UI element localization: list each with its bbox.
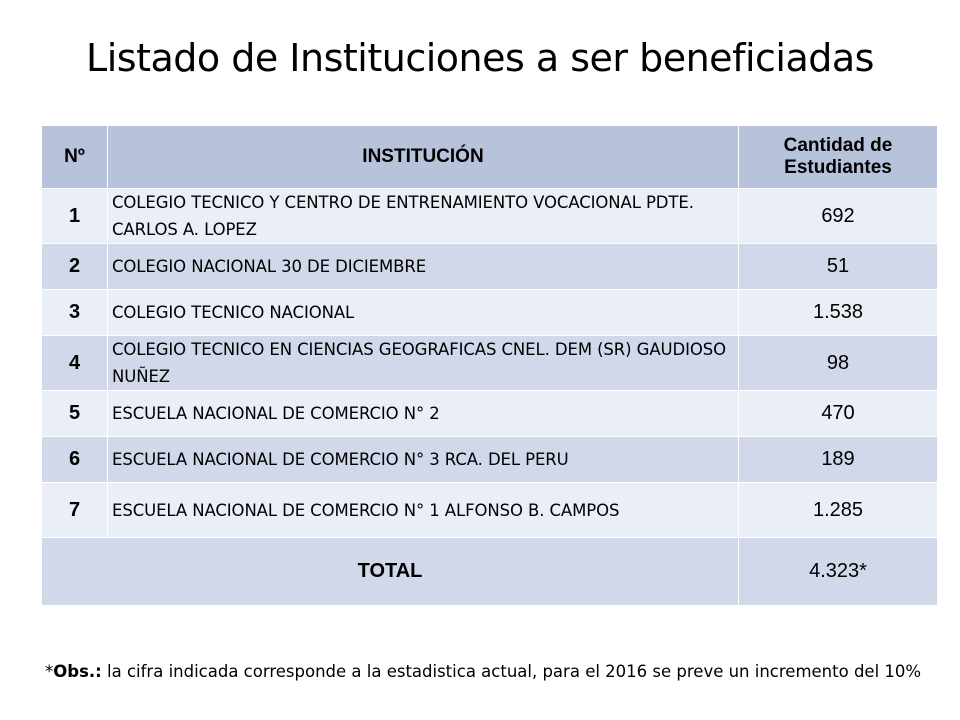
footnote-label: Obs.:	[53, 662, 102, 681]
institution-name: ESCUELA NACIONAL DE COMERCIO N° 1 ALFONS…	[107, 482, 739, 538]
student-count: 1.538	[738, 289, 938, 336]
slide-title: Listado de Instituciones a ser beneficia…	[86, 36, 874, 80]
institution-name: COLEGIO TECNICO Y CENTRO DE ENTRENAMIENT…	[107, 188, 739, 244]
total-label: TOTAL	[41, 537, 739, 606]
institution-name: COLEGIO TECNICO EN CIENCIAS GEOGRAFICAS …	[107, 335, 739, 391]
student-count: 470	[738, 390, 938, 437]
table-row: 1 COLEGIO TECNICO Y CENTRO DE ENTRENAMIE…	[41, 188, 938, 244]
footnote-text: la cifra indicada corresponde a la estad…	[101, 662, 922, 681]
table-row: 6 ESCUELA NACIONAL DE COMERCIO N° 3 RCA.…	[41, 436, 938, 483]
header-student-count-line2: Estudiantes	[784, 157, 892, 178]
table-row: 3 COLEGIO TECNICO NACIONAL 1.538	[41, 289, 938, 336]
row-number: 4	[41, 335, 108, 391]
table-row: 2 COLEGIO NACIONAL 30 DE DICIEMBRE 51	[41, 243, 938, 290]
footnote: *Obs.: la cifra indicada corresponde a l…	[45, 658, 925, 686]
table-row: 7 ESCUELA NACIONAL DE COMERCIO N° 1 ALFO…	[41, 482, 938, 538]
header-institution: INSTITUCIÓN	[107, 125, 739, 189]
institution-name: ESCUELA NACIONAL DE COMERCIO N° 2	[107, 390, 739, 437]
table-row: 5 ESCUELA NACIONAL DE COMERCIO N° 2 470	[41, 390, 938, 437]
student-count: 98	[738, 335, 938, 391]
institution-name: COLEGIO TECNICO NACIONAL	[107, 289, 739, 336]
institution-name: COLEGIO NACIONAL 30 DE DICIEMBRE	[107, 243, 739, 290]
total-row: TOTAL 4.323*	[41, 537, 938, 606]
student-count: 51	[738, 243, 938, 290]
row-number: 6	[41, 436, 108, 483]
student-count: 189	[738, 436, 938, 483]
row-number: 7	[41, 482, 108, 538]
total-value: 4.323*	[738, 537, 938, 606]
row-number: 3	[41, 289, 108, 336]
row-number: 5	[41, 390, 108, 437]
header-student-count-line1: Cantidad de	[783, 135, 893, 156]
table-header-row: Nº INSTITUCIÓN Cantidad de Estudiantes	[41, 125, 938, 189]
institution-name: ESCUELA NACIONAL DE COMERCIO N° 3 RCA. D…	[107, 436, 739, 483]
student-count: 1.285	[738, 482, 938, 538]
header-number: Nº	[41, 125, 108, 189]
table-row: 4 COLEGIO TECNICO EN CIENCIAS GEOGRAFICA…	[41, 335, 938, 391]
row-number: 2	[41, 243, 108, 290]
row-number: 1	[41, 188, 108, 244]
institutions-table: Nº INSTITUCIÓN Cantidad de Estudiantes 1…	[41, 125, 938, 606]
footnote-asterisk: *	[45, 662, 54, 681]
student-count: 692	[738, 188, 938, 244]
header-student-count: Cantidad de Estudiantes	[738, 125, 938, 189]
